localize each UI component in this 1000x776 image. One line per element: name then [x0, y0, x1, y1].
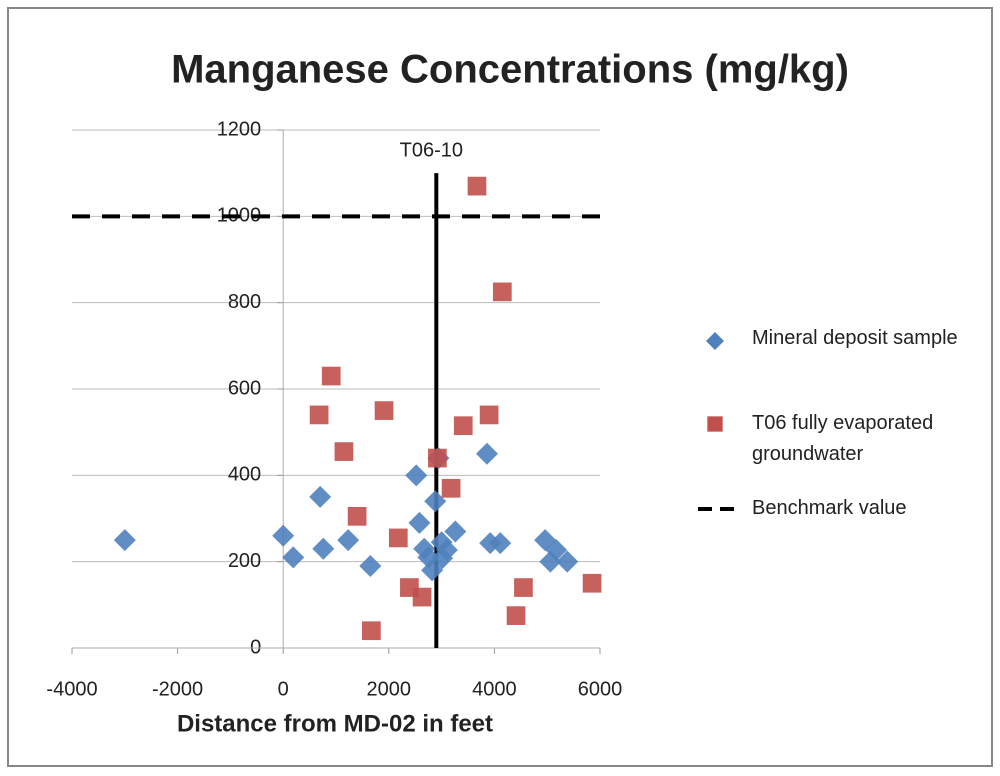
- point: [347, 506, 367, 526]
- y-tick-label: 600: [228, 377, 261, 399]
- point: [545, 539, 568, 562]
- point: [453, 416, 473, 436]
- point: [408, 511, 431, 534]
- point: [374, 401, 394, 420]
- x-tick-label: 2000: [367, 678, 412, 700]
- point: [467, 176, 487, 196]
- legend-marker: [707, 416, 723, 432]
- legend-label: Benchmark value: [752, 497, 907, 519]
- x-tick-label: 6000: [578, 678, 623, 700]
- point: [514, 578, 533, 597]
- y-tick-label: 800: [228, 291, 261, 313]
- point: [441, 478, 461, 498]
- point: [582, 573, 602, 593]
- point: [412, 587, 432, 607]
- point: [282, 546, 305, 569]
- point: [556, 550, 579, 573]
- point: [334, 442, 354, 461]
- y-tick-label: 1200: [217, 118, 262, 140]
- x-axis-label: Distance from MD-02 in feet: [177, 710, 493, 737]
- point: [309, 405, 329, 425]
- x-tick-label: 0: [278, 678, 289, 700]
- point: [479, 405, 499, 425]
- y-tick-label: 200: [228, 550, 261, 572]
- point: [421, 559, 444, 582]
- x-tick-label: 4000: [472, 678, 517, 700]
- point: [362, 621, 381, 641]
- point: [444, 520, 467, 543]
- point: [405, 464, 428, 487]
- point: [476, 442, 499, 465]
- point: [424, 490, 447, 513]
- point: [489, 532, 512, 555]
- point: [435, 539, 458, 562]
- legend-marker: [706, 332, 724, 350]
- y-tick-label: 400: [228, 464, 261, 486]
- point: [309, 485, 332, 508]
- point: [337, 529, 360, 552]
- point: [492, 282, 512, 302]
- point: [428, 448, 447, 468]
- legend-label: T06 fully evaporated groundwater: [752, 412, 934, 465]
- point: [359, 554, 382, 577]
- point: [272, 524, 295, 547]
- point: [388, 528, 408, 548]
- point: [312, 537, 335, 560]
- x-tick-label: -4000: [46, 678, 97, 700]
- point: [506, 606, 526, 625]
- y-tick-label: 0: [250, 636, 261, 658]
- point: [321, 366, 341, 386]
- chart-border: [7, 7, 993, 767]
- chart-title: Manganese Concentrations (mg/kg): [171, 48, 849, 92]
- x-tick-label: -2000: [152, 678, 203, 700]
- legend-label: Mineral deposit sample: [752, 327, 958, 349]
- reference-label: T06-10: [400, 139, 463, 161]
- point: [113, 529, 136, 552]
